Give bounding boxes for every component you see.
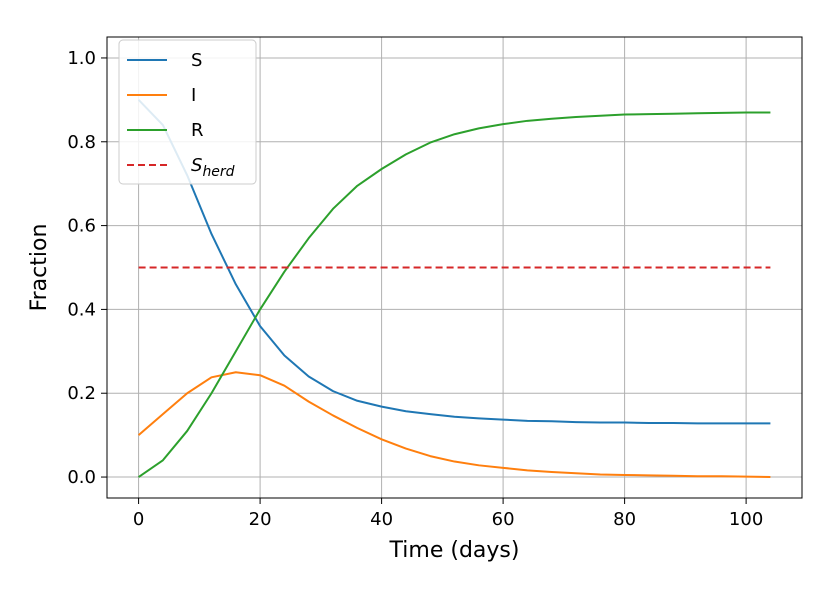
x-axis-label: Time (days) <box>389 538 520 563</box>
y-tick-label: 0.6 <box>67 216 96 237</box>
legend-item-r: R <box>127 120 204 141</box>
x-tick-label: 80 <box>613 509 636 530</box>
series-i-line <box>137 371 771 479</box>
legend-label: S <box>191 50 202 71</box>
legend-label-main: R <box>191 120 204 141</box>
legend-label: I <box>191 85 196 106</box>
x-tick-label: 20 <box>249 509 272 530</box>
legend-box <box>118 39 257 185</box>
y-tick-label: 0.8 <box>67 132 96 153</box>
y-tick-label: 0.2 <box>67 383 96 404</box>
legend-label-main: S <box>191 155 202 176</box>
x-tick-label: 40 <box>370 509 393 530</box>
series-layer <box>137 99 771 479</box>
y-tick-label: 0.4 <box>67 299 96 320</box>
x-tick-label: 60 <box>492 509 515 530</box>
ticks: 0 20 40 60 80 100 0.0 0.2 0.4 0.6 0.8 1.0 <box>67 48 763 530</box>
y-axis-label: Fraction <box>27 224 52 312</box>
legend-item-i: I <box>127 85 196 106</box>
legend-item-s-herd: Sherd <box>127 155 235 180</box>
plot-frame <box>106 36 803 499</box>
legend-label: Sherd <box>191 155 235 180</box>
series-r-line <box>138 111 771 478</box>
legend-item-s: S <box>127 50 202 71</box>
y-tick-label: 0.0 <box>67 467 96 488</box>
legend-label: R <box>191 120 204 141</box>
legend-label-subscript: herd <box>202 164 234 180</box>
y-tick-label: 1.0 <box>67 48 96 69</box>
legend-label-main: S <box>191 50 202 71</box>
x-tick-label: 0 <box>133 509 144 530</box>
x-tick-label: 100 <box>729 509 763 530</box>
series-s-line <box>137 99 771 425</box>
legend-label-main: I <box>191 85 196 106</box>
